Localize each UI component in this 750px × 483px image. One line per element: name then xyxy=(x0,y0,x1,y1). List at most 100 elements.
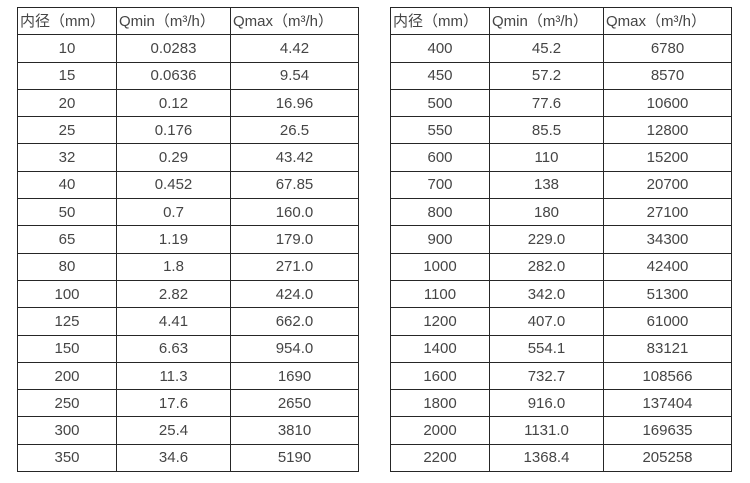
table-row: 250 17.6 2650 xyxy=(17,389,359,418)
table-cell: 125 xyxy=(17,307,117,336)
table-cell: 200 xyxy=(17,361,117,391)
table-cell: 271.0 xyxy=(230,252,359,281)
table-cell: 110 xyxy=(489,143,604,172)
table-cell: 2.82 xyxy=(116,279,231,309)
table-row: 1800 916.0 137404 xyxy=(390,389,732,418)
table-cell: 600 xyxy=(390,143,490,172)
table-cell: 1.8 xyxy=(116,252,231,281)
table-row: 550 85.5 12800 xyxy=(390,116,732,145)
table-cell: 0.0283 xyxy=(116,34,231,63)
table-cell: 26.5 xyxy=(230,116,359,145)
table-cell: 34300 xyxy=(603,225,732,254)
table-cell: 2200 xyxy=(390,443,490,473)
table-cell: 424.0 xyxy=(230,279,359,309)
table-row: 20 0.12 16.96 xyxy=(17,88,359,118)
column-header-1: Qmin（m³/h） xyxy=(489,6,604,36)
table-cell: 229.0 xyxy=(489,225,604,254)
table-row: 1000 282.0 42400 xyxy=(390,252,732,281)
flow-table-right-body: 400 45.2 6780 450 57.2 8570 500 77.6 10600 550 85.… xyxy=(390,34,732,473)
table-cell: 5190 xyxy=(230,443,359,473)
table-cell: 350 xyxy=(17,443,117,473)
table-cell: 80 xyxy=(17,252,117,281)
table-cell: 32 xyxy=(17,143,117,172)
column-header-0: 内径（mm） xyxy=(390,6,490,36)
table-cell: 6780 xyxy=(603,34,732,63)
table-row: 2000 1131.0 169635 xyxy=(390,416,732,445)
table-row: 700 138 20700 xyxy=(390,170,732,200)
table-cell: 300 xyxy=(17,416,117,445)
table-cell: 1200 xyxy=(390,307,490,336)
table-cell: 15200 xyxy=(603,143,732,172)
table-row: 600 110 15200 xyxy=(390,143,732,172)
table-cell: 138 xyxy=(489,170,604,200)
table-cell: 108566 xyxy=(603,361,732,391)
table-cell: 180 xyxy=(489,198,604,227)
table-cell: 0.0636 xyxy=(116,61,231,90)
table-cell: 0.176 xyxy=(116,116,231,145)
table-cell: 65 xyxy=(17,225,117,254)
table-row: 350 34.6 5190 xyxy=(17,443,359,473)
flow-table-right: 内径（mm） Qmin（m³/h） Qmax（m³/h） 400 45.2 6780 45… xyxy=(390,6,732,473)
table-cell: 50 xyxy=(17,198,117,227)
table-row: 15 0.0636 9.54 xyxy=(17,61,359,90)
table-row: 200 11.3 1690 xyxy=(17,361,359,391)
table-cell: 1000 xyxy=(390,252,490,281)
table-cell: 6.63 xyxy=(116,334,231,363)
table-cell: 42400 xyxy=(603,252,732,281)
table-row: 450 57.2 8570 xyxy=(390,61,732,90)
table-cell: 8570 xyxy=(603,61,732,90)
flow-table-right-header: 内径（mm） Qmin（m³/h） Qmax（m³/h） xyxy=(390,6,732,36)
table-row: 80 1.8 271.0 xyxy=(17,252,359,281)
table-cell: 0.12 xyxy=(116,88,231,118)
header-row: 内径（mm） Qmin（m³/h） Qmax（m³/h） xyxy=(390,6,732,36)
table-row: 50 0.7 160.0 xyxy=(17,198,359,227)
table-cell: 400 xyxy=(390,34,490,63)
table-cell: 57.2 xyxy=(489,61,604,90)
table-cell: 137404 xyxy=(603,389,732,418)
table-row: 1200 407.0 61000 xyxy=(390,307,732,336)
table-row: 300 25.4 3810 xyxy=(17,416,359,445)
table-cell: 77.6 xyxy=(489,88,604,118)
column-header-1: Qmin（m³/h） xyxy=(116,6,231,36)
table-cell: 3810 xyxy=(230,416,359,445)
header-row: 内径（mm） Qmin（m³/h） Qmax（m³/h） xyxy=(17,6,359,36)
table-cell: 25 xyxy=(17,116,117,145)
table-cell: 85.5 xyxy=(489,116,604,145)
table-cell: 15 xyxy=(17,61,117,90)
table-row: 1400 554.1 83121 xyxy=(390,334,732,363)
table-cell: 10600 xyxy=(603,88,732,118)
table-cell: 16.96 xyxy=(230,88,359,118)
table-cell: 150 xyxy=(17,334,117,363)
table-cell: 160.0 xyxy=(230,198,359,227)
table-cell: 732.7 xyxy=(489,361,604,391)
table-cell: 550 xyxy=(390,116,490,145)
flow-table-left-header: 内径（mm） Qmin（m³/h） Qmax（m³/h） xyxy=(17,6,359,36)
table-row: 32 0.29 43.42 xyxy=(17,143,359,172)
table-cell: 700 xyxy=(390,170,490,200)
table-row: 25 0.176 26.5 xyxy=(17,116,359,145)
table-cell: 4.42 xyxy=(230,34,359,63)
table-cell: 662.0 xyxy=(230,307,359,336)
table-row: 400 45.2 6780 xyxy=(390,34,732,63)
table-cell: 1131.0 xyxy=(489,416,604,445)
table-row: 1100 342.0 51300 xyxy=(390,279,732,309)
table-row: 125 4.41 662.0 xyxy=(17,307,359,336)
table-row: 2200 1368.4 205258 xyxy=(390,443,732,473)
table-cell: 1400 xyxy=(390,334,490,363)
table-cell: 1100 xyxy=(390,279,490,309)
table-cell: 43.42 xyxy=(230,143,359,172)
table-row: 40 0.452 67.85 xyxy=(17,170,359,200)
table-cell: 61000 xyxy=(603,307,732,336)
flow-table-left: 内径（mm） Qmin（m³/h） Qmax（m³/h） 10 0.0283 4.42 1… xyxy=(17,6,359,473)
table-cell: 407.0 xyxy=(489,307,604,336)
table-cell: 2650 xyxy=(230,389,359,418)
table-cell: 17.6 xyxy=(116,389,231,418)
table-row: 65 1.19 179.0 xyxy=(17,225,359,254)
table-row: 800 180 27100 xyxy=(390,198,732,227)
table-cell: 1600 xyxy=(390,361,490,391)
table-cell: 1800 xyxy=(390,389,490,418)
column-header-0: 内径（mm） xyxy=(17,6,117,36)
table-cell: 554.1 xyxy=(489,334,604,363)
table-row: 150 6.63 954.0 xyxy=(17,334,359,363)
